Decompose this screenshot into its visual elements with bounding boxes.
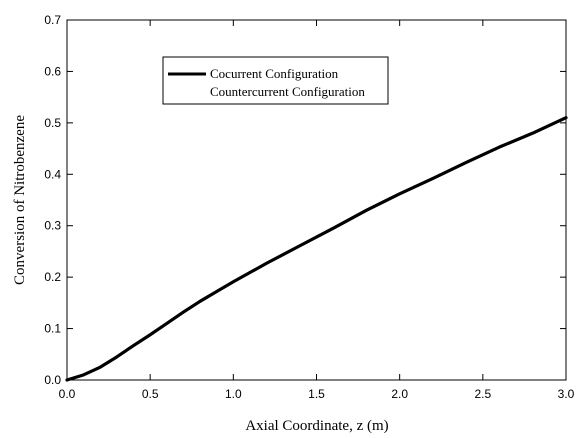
x-tick-label: 2.0 xyxy=(391,387,408,401)
legend-label-cocurrent: Cocurrent Configuration xyxy=(210,66,339,81)
y-tick-label: 0.3 xyxy=(44,219,61,233)
y-tick-label: 0.4 xyxy=(44,167,61,181)
y-tick-label: 0.1 xyxy=(44,322,61,336)
legend-box xyxy=(162,56,389,105)
legend: Cocurrent Configuration Countercurrent C… xyxy=(162,56,389,105)
x-tick-label: 0.0 xyxy=(59,387,76,401)
y-tick-label: 0.0 xyxy=(44,373,61,387)
legend-label-countercurrent: Countercurrent Configuration xyxy=(210,84,365,99)
y-axis-title: Conversion of Nitrobenzene xyxy=(12,115,28,285)
x-tick-label: 1.0 xyxy=(225,387,242,401)
y-tick-label: 0.7 xyxy=(44,13,61,27)
x-tick-label: 0.5 xyxy=(142,387,159,401)
y-tick-label: 0.2 xyxy=(44,270,61,284)
series-line-countercurrent xyxy=(66,117,567,381)
x-tick-label: 3.0 xyxy=(558,387,575,401)
y-tick-label: 0.6 xyxy=(44,64,61,78)
y-tick-label: 0.5 xyxy=(44,116,61,130)
x-axis-title: Axial Coordinate, z (m) xyxy=(245,418,388,434)
x-tick-label: 1.5 xyxy=(308,387,325,401)
x-tick-label: 2.5 xyxy=(474,387,491,401)
